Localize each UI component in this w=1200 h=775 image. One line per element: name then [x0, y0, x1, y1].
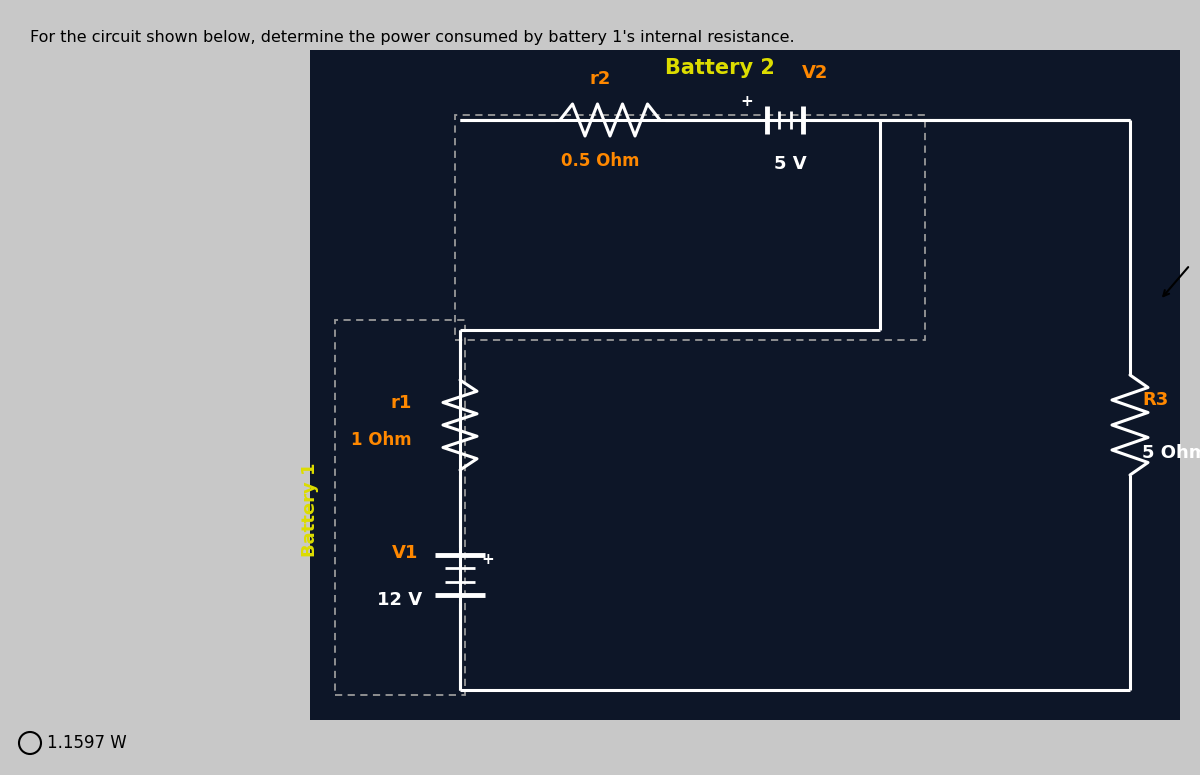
Text: 1.1597 W: 1.1597 W — [47, 734, 127, 752]
Text: Battery 2: Battery 2 — [665, 58, 775, 78]
Text: +: + — [740, 95, 754, 109]
Bar — [310, 50, 1180, 720]
Text: r2: r2 — [589, 70, 611, 88]
Text: 0.5 Ohm: 0.5 Ohm — [560, 152, 640, 170]
Text: 1 Ohm: 1 Ohm — [352, 431, 412, 449]
Bar — [455, 115, 925, 340]
Text: r1: r1 — [391, 394, 412, 412]
Text: 5 V: 5 V — [774, 155, 806, 173]
Text: V2: V2 — [802, 64, 828, 82]
Text: +: + — [481, 553, 494, 567]
Bar — [335, 320, 464, 695]
Text: R3: R3 — [1142, 391, 1169, 409]
Text: Battery 1: Battery 1 — [301, 463, 319, 557]
Text: 12 V: 12 V — [377, 591, 422, 609]
Text: 5 Ohms: 5 Ohms — [1142, 444, 1200, 462]
Text: V1: V1 — [391, 544, 418, 562]
Text: For the circuit shown below, determine the power consumed by battery 1's interna: For the circuit shown below, determine t… — [30, 30, 794, 45]
